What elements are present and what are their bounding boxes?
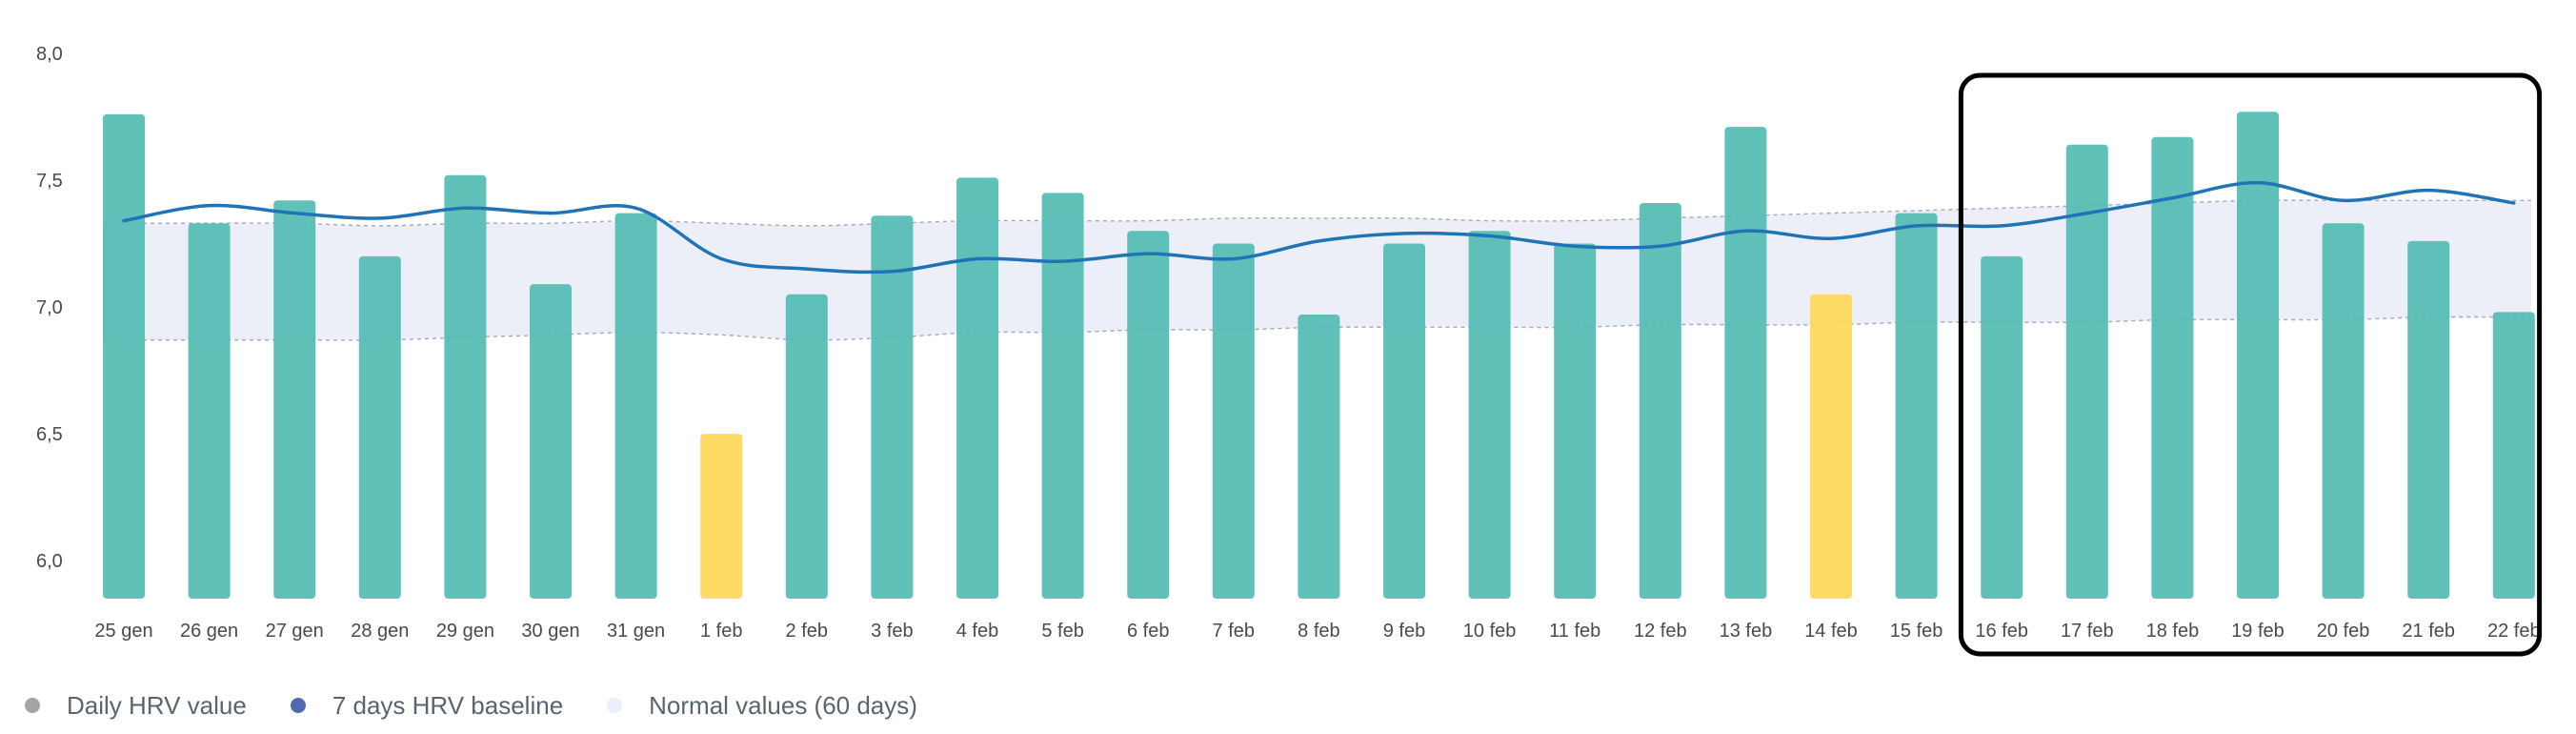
- bar-3-feb[interactable]: [871, 215, 914, 599]
- highlight-box-layer: [1958, 72, 2543, 657]
- bar-26-gen[interactable]: [188, 223, 231, 599]
- bar-22-feb[interactable]: [2492, 312, 2535, 599]
- x-tick-label: 13 feb: [1720, 621, 1773, 642]
- bar-11-feb[interactable]: [1554, 243, 1597, 599]
- legend-dot-icon: [607, 698, 623, 713]
- legend-label: Normal values (60 days): [649, 690, 917, 720]
- legend-label: Daily HRV value: [67, 690, 247, 720]
- x-tick-label: 9 feb: [1383, 621, 1425, 642]
- x-tick-label: 22 feb: [2487, 621, 2541, 642]
- y-tick-label: 6,0: [36, 551, 63, 572]
- x-tick-label: 3 feb: [871, 621, 913, 642]
- x-tick-label: 15 feb: [1890, 621, 1943, 642]
- bar-4-feb[interactable]: [956, 177, 998, 599]
- bar-14-feb[interactable]: [1810, 294, 1852, 599]
- bar-15-feb[interactable]: [1895, 213, 1938, 599]
- daily-hrv-bars: [103, 112, 2535, 600]
- legend-item-hrv-baseline[interactable]: 7 days HRV baseline: [290, 690, 564, 721]
- legend-item-normal-values[interactable]: Normal values (60 days): [607, 691, 917, 721]
- x-tick-label: 20 feb: [2317, 621, 2370, 642]
- chart-legend: Daily HRV value 7 days HRV baseline Norm…: [25, 686, 961, 724]
- bar-27-gen[interactable]: [273, 200, 316, 599]
- x-tick-label: 2 feb: [786, 621, 828, 642]
- baseline-series-line: [122, 180, 2516, 275]
- bar-9-feb[interactable]: [1383, 243, 1425, 599]
- y-tick-label: 7,5: [36, 171, 63, 192]
- x-tick-label: 16 feb: [1975, 621, 2028, 642]
- x-tick-label: 25 gen: [94, 621, 152, 642]
- bar-6-feb[interactable]: [1127, 231, 1170, 600]
- bar-10-feb[interactable]: [1468, 231, 1511, 600]
- bar-1-feb[interactable]: [700, 434, 743, 599]
- x-tick-label: 5 feb: [1041, 621, 1083, 642]
- x-tick-label: 1 feb: [700, 621, 742, 642]
- normal-band-upper-edge: [105, 199, 2531, 227]
- x-tick-label: 17 feb: [2061, 621, 2114, 642]
- x-tick-label: 10 feb: [1463, 621, 1517, 642]
- x-tick-label: 30 gen: [521, 621, 579, 642]
- bar-20-feb[interactable]: [2322, 223, 2365, 599]
- x-tick-label: 18 feb: [2146, 621, 2200, 642]
- bar-30-gen[interactable]: [530, 284, 572, 599]
- x-tick-label: 8 feb: [1298, 621, 1339, 642]
- legend-label: 7 days HRV baseline: [332, 690, 564, 720]
- x-axis: 25 gen 26 gen 27 gen 28 gen 29 gen 30 gen 31 g…: [94, 621, 2540, 642]
- bar-31-gen[interactable]: [614, 213, 657, 599]
- bar-28-gen[interactable]: [358, 255, 401, 599]
- y-tick-label: 6,5: [36, 424, 63, 445]
- legend-dot-icon: [25, 698, 40, 713]
- x-tick-label: 21 feb: [2402, 621, 2455, 642]
- bar-18-feb[interactable]: [2151, 136, 2194, 599]
- bar-19-feb[interactable]: [2237, 112, 2279, 599]
- legend-dot-icon: [290, 698, 306, 713]
- x-tick-label: 6 feb: [1127, 621, 1169, 642]
- y-tick-label: 7,0: [36, 297, 63, 318]
- x-tick-label: 7 feb: [1213, 621, 1255, 642]
- x-tick-label: 27 gen: [266, 621, 324, 642]
- highlight-box: [1958, 72, 2543, 657]
- bar-17-feb[interactable]: [2065, 144, 2108, 600]
- x-tick-label: 31 gen: [607, 621, 665, 642]
- bar-13-feb[interactable]: [1724, 127, 1767, 599]
- x-tick-label: 14 feb: [1804, 621, 1858, 642]
- bar-21-feb[interactable]: [2407, 240, 2450, 599]
- legend-item-daily-hrv[interactable]: Daily HRV value: [25, 691, 247, 721]
- hrv-baseline-line: [122, 180, 2516, 275]
- bar-8-feb[interactable]: [1298, 315, 1340, 599]
- x-tick-label: 29 gen: [436, 621, 494, 642]
- bar-16-feb[interactable]: [1981, 255, 2023, 599]
- bar-7-feb[interactable]: [1212, 243, 1255, 599]
- x-tick-label: 26 gen: [180, 621, 238, 642]
- bar-5-feb[interactable]: [1041, 193, 1084, 600]
- x-tick-label: 11 feb: [1549, 621, 1600, 642]
- y-tick-label: 8,0: [36, 44, 63, 65]
- bar-12-feb[interactable]: [1639, 202, 1681, 599]
- x-tick-label: 28 gen: [351, 621, 409, 642]
- x-tick-label: 19 feb: [2231, 621, 2284, 642]
- x-tick-label: 12 feb: [1634, 621, 1687, 642]
- bar-29-gen[interactable]: [444, 174, 487, 599]
- y-axis: 6,0 6,5 7,0 7,5 8,0: [36, 44, 63, 572]
- x-tick-label: 4 feb: [956, 621, 998, 642]
- bar-2-feb[interactable]: [785, 294, 828, 599]
- bar-25-gen[interactable]: [103, 113, 145, 599]
